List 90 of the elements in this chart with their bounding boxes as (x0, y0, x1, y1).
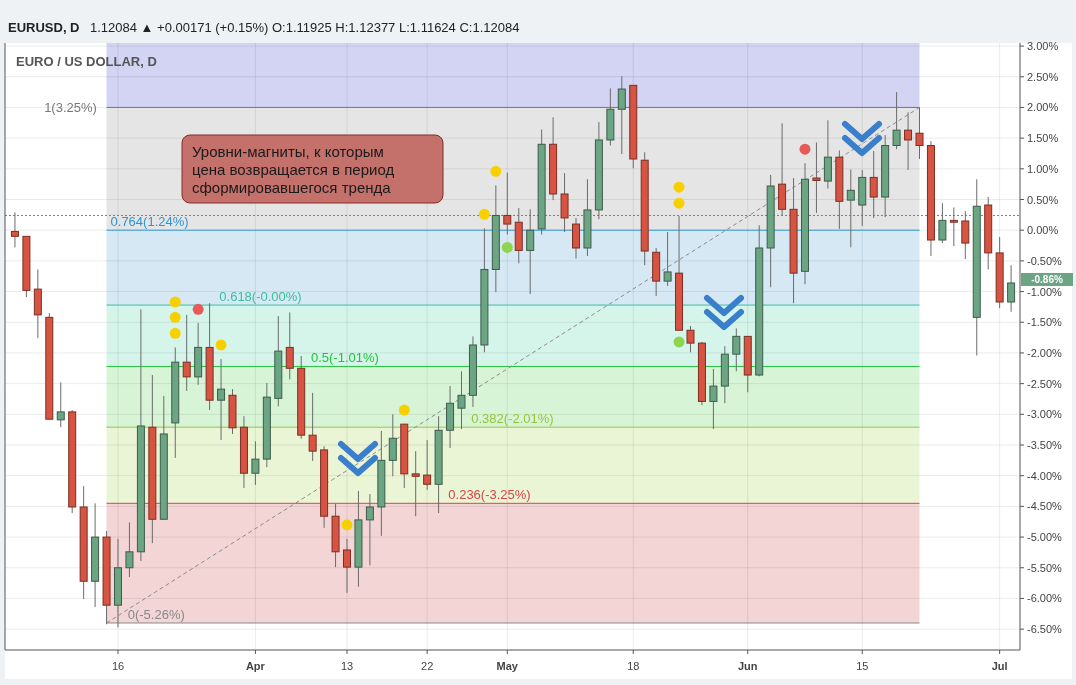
point (799, 143, 811, 155)
x-tick-label: 15 (856, 660, 869, 672)
x-tick-label: Jul (991, 660, 1008, 672)
candlestick (904, 111, 913, 171)
annotation: 0.236(-3.25%) (448, 487, 531, 503)
y-tick-label: -6.00% (1027, 592, 1063, 605)
candlestick (732, 327, 741, 372)
x-tick-label: May (496, 660, 519, 672)
annotation: 1(3.25%) (44, 100, 97, 116)
candlestick (526, 208, 535, 295)
y-tick-label: 3.00% (1027, 40, 1059, 53)
candlestick (457, 370, 466, 430)
candlestick (915, 106, 924, 160)
candlestick (846, 168, 855, 248)
text: -0.86% (1031, 274, 1063, 286)
y-tick-label: -5.50% (1027, 561, 1063, 574)
x-tick-label: Apr (245, 660, 266, 672)
candlestick (823, 119, 832, 189)
callout-box: Уровни-магниты, к которым цена возвращается в период сформировавшегося тренда (181, 134, 444, 204)
text: EURO / US DOLLAR, D (16, 54, 157, 69)
candlestick (388, 413, 397, 477)
candlestick (892, 91, 901, 150)
candlestick (125, 521, 134, 578)
y-tick-label: -5.00% (1027, 531, 1063, 544)
point (673, 181, 685, 193)
candlestick (709, 368, 718, 430)
y-tick-label: -4.00% (1027, 469, 1063, 482)
point (192, 303, 204, 315)
y-tick-label: -4.50% (1027, 500, 1063, 513)
x-tick-label: 13 (340, 660, 354, 672)
point (169, 296, 181, 308)
candlestick (663, 231, 672, 287)
y-tick-label: -3.50% (1027, 439, 1063, 452)
candlestick (10, 211, 19, 248)
candlestick (182, 314, 191, 392)
candlestick (503, 172, 512, 235)
candlestick (617, 75, 626, 155)
candlestick (961, 210, 970, 260)
x-tick-label: 16 (111, 660, 125, 672)
y-tick-label: 1.00% (1027, 162, 1059, 175)
point (215, 339, 227, 351)
annotation: 0.618(-0.00%) (219, 289, 302, 305)
point (169, 311, 181, 323)
point (673, 336, 685, 348)
y-tick-label: 2.00% (1027, 101, 1059, 114)
candlestick (938, 202, 947, 244)
candlestick (572, 217, 580, 259)
candlestick (56, 381, 65, 428)
annotation: 0.764(1.24%) (110, 214, 189, 230)
point (673, 197, 685, 209)
y-tick-label: -3.00% (1027, 408, 1063, 421)
annotation: Уровни-магниты, к которым цена возвращается в период сформировавшегося тренда (192, 143, 395, 196)
candlestick (285, 311, 294, 380)
candlestick (949, 206, 958, 247)
y-tick-label: 1.50% (1027, 132, 1059, 145)
annotation: 0.382(-2.01%) (471, 411, 554, 427)
y-tick-label: 2.50% (1027, 70, 1059, 83)
candlestick (365, 493, 374, 566)
chart-title: EURUSD, D (8, 20, 80, 35)
candlestick (560, 172, 569, 233)
y-tick-label: -1.00% (1027, 285, 1063, 298)
x-tick-label: 22 (421, 660, 434, 672)
point (478, 208, 490, 220)
candlestick (1007, 264, 1016, 313)
point (501, 241, 513, 253)
point (169, 327, 181, 339)
point (398, 404, 410, 416)
y-tick-label: -6.50% (1027, 623, 1063, 636)
candlestick (343, 538, 351, 594)
y-tick-label: -2.00% (1027, 346, 1063, 359)
candlestick (423, 439, 432, 491)
candlestick (411, 450, 420, 517)
x-tick-label: Jun (737, 660, 758, 672)
point (341, 519, 353, 531)
candlestick (812, 141, 821, 214)
annotation: 0.5(-1.01%) (310, 350, 379, 366)
candlestick (869, 150, 878, 219)
y-tick-label: -0.50% (1027, 254, 1063, 267)
point (490, 165, 502, 177)
y-tick-label: 0.00% (1027, 224, 1059, 237)
candlestick (308, 392, 317, 462)
x-tick-label: 18 (627, 660, 640, 672)
text: 1.12084 ▲ +0.00171 (+0.15%) O:1.11925 H:1.12377 L:1.11624 C:1.12084 (90, 20, 520, 35)
y-tick-label: 0.50% (1027, 193, 1059, 206)
candlestick (217, 358, 226, 441)
y-tick-label: -2.50% (1027, 377, 1063, 390)
candlestick (686, 325, 695, 353)
annotation: 0(-5.26%) (127, 606, 185, 622)
candlestick (251, 440, 260, 486)
y-tick-label: -1.50% (1027, 316, 1063, 329)
